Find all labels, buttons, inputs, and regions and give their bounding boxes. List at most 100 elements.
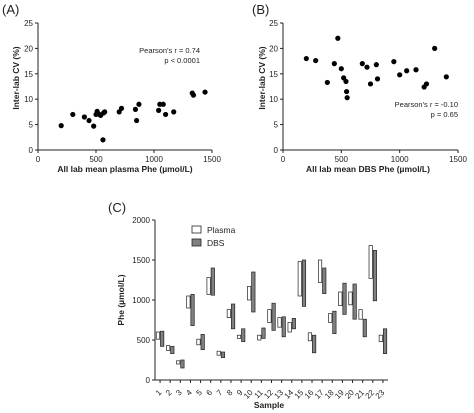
panel-c-range-bar-dbs	[210, 267, 215, 296]
panel-c-x-tick-label: 4	[184, 388, 194, 398]
panel-c-x-tick-label: 5	[194, 388, 204, 398]
panel-a-y-tick-label: 10	[24, 95, 33, 104]
panel-b-data-point	[404, 68, 410, 74]
panel-c-range-bar-dbs	[281, 316, 286, 338]
panel-c-y-tick-label: 1500	[132, 256, 150, 265]
panel-b-data-point	[344, 95, 350, 101]
panel-c-x-tick-label: 9	[235, 388, 245, 398]
panel-c-x-tick-label: 6	[205, 388, 215, 398]
panel-a-data-point	[58, 123, 64, 129]
panel-b-y-tick-label: 25	[269, 19, 278, 28]
panel-b-data-point	[423, 81, 430, 87]
panel-a-data-point	[156, 107, 162, 113]
panel-c-range-bar-plasma	[348, 291, 353, 306]
panel-c-range-bar-dbs	[231, 303, 236, 330]
panel-b-y-tick-label: 5	[274, 121, 279, 130]
panel-c-ylabel: Phe (µmol/L)	[116, 274, 126, 325]
panel-c-range-bar-dbs	[372, 250, 377, 302]
panel-b-x-tick-label: 1000	[391, 155, 409, 164]
panel-c-range-bar-plasma	[216, 350, 221, 356]
panel-b-y-tick-label: 20	[269, 44, 278, 53]
panel-b-data-point	[303, 55, 309, 62]
panel-b-xlabel: All lab mean DBS Phe (µmol/L)	[306, 164, 430, 174]
panel-c-range-bar-dbs	[271, 302, 276, 331]
panel-c-range-bar-plasma	[247, 286, 252, 301]
panel-a-x-tick-label: 1000	[145, 155, 163, 164]
panel-c-range-bar-plasma	[307, 332, 312, 342]
panel-b-x-tick-label: 0	[281, 155, 286, 164]
panel-c-range-bar-dbs	[301, 259, 307, 307]
panel-b: (B) Inter-lab CV (%) All lab mean DBS Ph…	[252, 2, 467, 174]
panel-b-data-point	[413, 67, 419, 73]
panel-b-data-point	[343, 88, 350, 95]
panel-b-label: (B)	[252, 2, 269, 17]
panel-a-xlabel: All lab mean plasma Phe (µmol/L)	[57, 164, 192, 174]
panel-c-range-bar-plasma	[318, 259, 323, 283]
legend-swatch-dbs	[191, 238, 202, 247]
panel-c-range-bar-plasma	[186, 295, 191, 309]
panel-c-x-tick-label: 1	[154, 388, 164, 398]
panel-c-range-bar-plasma	[287, 322, 292, 333]
panel-c-range-bar-plasma	[277, 317, 282, 328]
legend-label-dbs: DBS	[207, 238, 225, 248]
panel-c-range-bar-plasma	[358, 309, 363, 320]
panel-b-data-point	[364, 64, 370, 70]
panel-a-data-point	[70, 111, 76, 118]
panel-a-data-point	[171, 109, 177, 115]
panel-b-data-point	[359, 61, 365, 67]
panel-c-range-bar-plasma	[206, 277, 211, 295]
panel-a-data-point	[163, 111, 169, 118]
panel-b-y-tick-label: 10	[269, 95, 278, 104]
panel-c-range-bar-plasma	[226, 309, 231, 318]
panel-b-data-point	[432, 45, 438, 52]
panel-c-range-bar-plasma	[297, 261, 302, 297]
panel-a-data-point	[100, 137, 106, 143]
panel-c-range-bar-plasma	[328, 313, 333, 323]
panel-c-range-bar-dbs	[312, 334, 317, 354]
panel-a-data-point	[86, 117, 92, 124]
panel-b-data-point	[367, 81, 374, 87]
panel-c-y-tick-label: 500	[137, 336, 151, 345]
panel-b-data-point	[338, 66, 344, 72]
panel-b-ylabel: Inter-lab CV (%)	[257, 46, 267, 109]
panel-c-range-bar-dbs	[180, 359, 185, 369]
panel-b-data-point	[313, 57, 319, 64]
panel-a-data-point	[202, 89, 208, 95]
panel-a-y-tick-label: 0	[29, 146, 34, 155]
panel-a-data-point	[136, 101, 142, 107]
panel-b-annotation-p: p = 0.65	[431, 110, 458, 119]
panel-a-data-point	[118, 105, 125, 111]
panel-c-range-bar-plasma	[257, 334, 262, 341]
panel-a-y-tick-label: 20	[24, 44, 33, 53]
panel-b-data-point	[324, 79, 330, 86]
panel-c-range-bar-dbs	[190, 294, 195, 326]
panel-b-data-point	[331, 61, 337, 67]
panel-c-range-bar-dbs	[170, 346, 175, 354]
panel-b-y-tick-label: 15	[269, 70, 278, 79]
panel-a-annotation-r: Pearson's r = 0.74	[139, 46, 200, 55]
panel-c-range-bar-plasma	[368, 245, 373, 279]
panel-c-range-bar-dbs	[200, 334, 205, 350]
panel-c-x-tick-label: 3	[174, 388, 184, 398]
panel-c-x-tick-label: 8	[225, 388, 235, 398]
panel-c-legend: Plasma DBS	[191, 225, 236, 248]
panel-c-y-tick-label: 2000	[132, 216, 150, 225]
legend-swatch-plasma	[191, 225, 202, 234]
panel-b-data-point	[335, 35, 341, 41]
panel-c-range-bar-dbs	[220, 351, 225, 358]
panel-c-range-bar-dbs	[261, 327, 266, 339]
panel-c-y-tick-label: 0	[146, 376, 151, 385]
panel-c-range-bar-dbs	[332, 310, 337, 334]
panel-b-x-tick-label: 1500	[449, 155, 467, 164]
panel-a-data-point	[160, 101, 166, 107]
panel-b-data-point	[373, 62, 379, 68]
panel-a-data-point	[81, 114, 87, 120]
panel-a-x-tick-label: 1500	[203, 155, 221, 164]
panel-c-range-bar-dbs	[342, 282, 347, 315]
panel-c-range-bar-plasma	[236, 334, 242, 339]
panel-c-range-bar-plasma	[155, 331, 161, 340]
panel-c: (C) Phe (µmol/L) Sample Plasma DBS 0 500 1…	[108, 200, 388, 410]
panel-b-data-point	[443, 74, 449, 80]
panel-b-data-point	[374, 76, 381, 82]
